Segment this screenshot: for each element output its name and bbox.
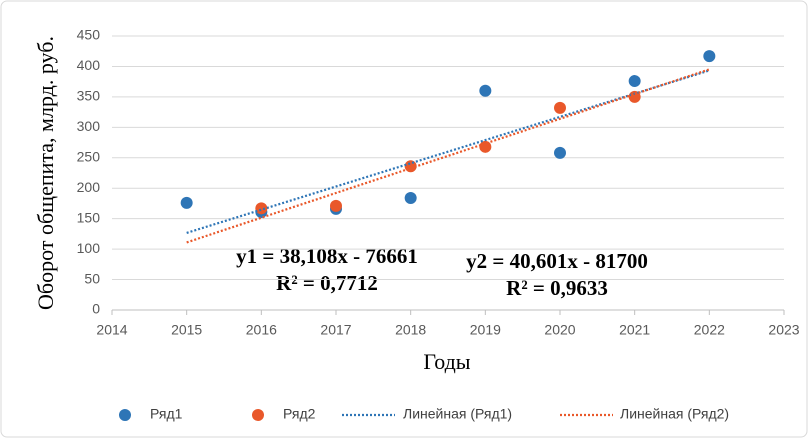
x-tick-label: 2018 [395,322,426,338]
trendline [186,69,710,234]
y-tick-label: 0 [92,301,100,317]
point [628,90,641,103]
x-tick-label: 2017 [320,322,351,338]
legend-swatch [252,409,264,421]
y-tick-label: 200 [77,179,101,195]
x-tick-label: 2015 [171,322,202,338]
point [554,101,566,114]
y-tick-label: 450 [77,27,101,43]
y-tick-label: 350 [77,88,101,104]
legend-label: Линейная (Ряд2) [620,406,729,422]
x-tick-label: 2019 [470,322,501,338]
y-tick-label: 300 [77,118,101,134]
point [479,140,492,153]
point [554,146,566,159]
x-tick-label: 2020 [544,322,575,338]
point [628,75,641,88]
legend-label: Линейная (Ряд1) [403,406,512,422]
y-tick-label: 150 [77,209,101,225]
annotation: y2 = 40,601x - 81700 [466,249,648,273]
legend-swatch [119,409,131,421]
y-tick-label: 100 [77,240,101,256]
x-tick-label: 2021 [619,322,650,338]
annotation: R² = 0,7712 [276,271,378,295]
point [180,196,193,209]
point [404,191,417,204]
legend-label: Ряд2 [283,406,316,422]
x-axis-title: Годы [423,349,470,374]
point [255,202,268,215]
x-tick-label: 2023 [768,322,799,338]
point [330,199,342,212]
x-tick-label: 2014 [96,322,127,338]
point [703,50,716,63]
x-tick-label: 2022 [694,322,725,338]
y-tick-label: 400 [77,57,101,73]
y-axis-title: Оборот общепита, млрд. руб. [33,36,58,310]
y-tick-label: 250 [77,148,101,164]
legend-label: Ряд1 [150,406,183,422]
point [479,84,492,97]
y-tick-label: 50 [84,270,100,286]
x-tick-label: 2016 [246,322,277,338]
annotation: y1 = 38,108x - 76661 [236,244,418,268]
